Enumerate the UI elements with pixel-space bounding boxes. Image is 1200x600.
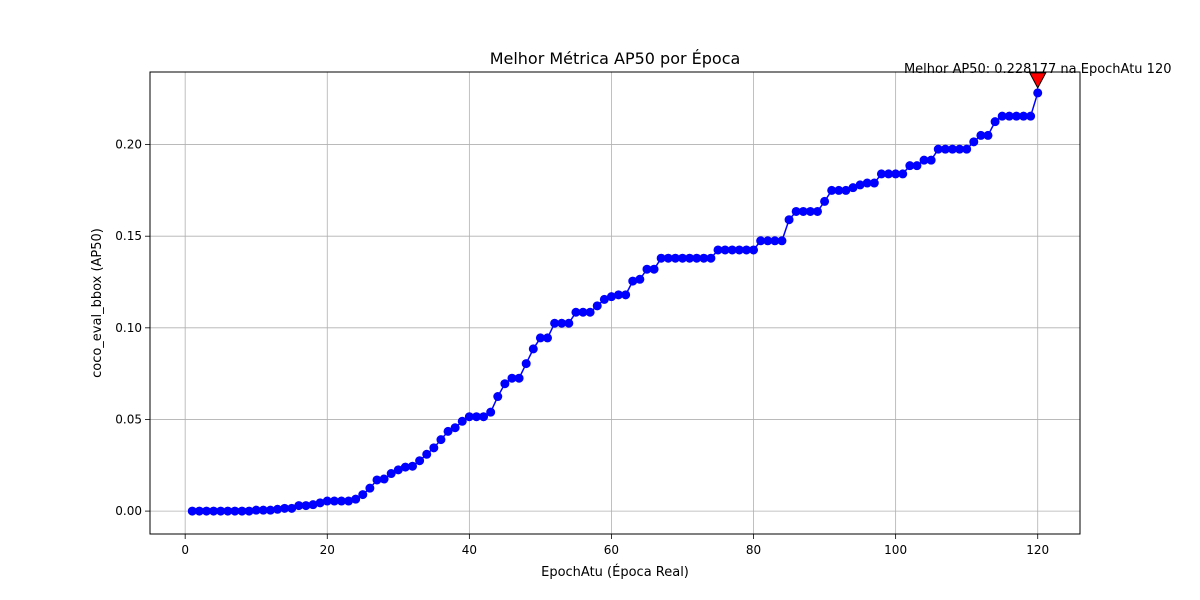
data-point — [450, 423, 460, 433]
grid — [150, 72, 1080, 534]
data-point — [820, 196, 830, 206]
best-value-marker — [1028, 72, 1047, 89]
data-point — [528, 344, 538, 354]
data-point — [706, 253, 716, 263]
data-point — [408, 461, 418, 471]
y-axis-label: coco_eval_bbox (AP50) — [90, 228, 105, 378]
data-point — [493, 392, 503, 402]
y-tick-label: 0.20 — [115, 138, 142, 152]
data-point — [415, 456, 425, 466]
chart-title: Melhor Métrica AP50 por Época — [490, 49, 741, 68]
data-point — [969, 137, 979, 147]
x-tick-label: 80 — [746, 543, 761, 557]
data-point — [358, 490, 368, 500]
data-point — [351, 494, 361, 504]
data-point — [500, 379, 510, 389]
data-point — [436, 435, 446, 445]
data-point — [649, 264, 659, 274]
data-point — [777, 236, 787, 246]
y-tick-label: 0.15 — [115, 229, 142, 243]
x-tick-label: 20 — [320, 543, 335, 557]
x-tick-label: 100 — [884, 543, 907, 557]
x-tick-label: 0 — [181, 543, 189, 557]
data-point — [898, 169, 908, 179]
y-tick-label: 0.05 — [115, 412, 142, 426]
data-point — [585, 307, 595, 317]
data-point — [869, 178, 879, 188]
data-point — [749, 245, 759, 255]
data-point — [486, 407, 496, 417]
data-point — [543, 333, 553, 343]
data-point — [926, 155, 936, 165]
y-tick-label: 0.00 — [115, 504, 142, 518]
data-point — [521, 359, 531, 369]
data-point — [621, 290, 631, 300]
best-value-annotation: Melhor AP50: 0.228177 na EpochAtu 120 — [904, 62, 1172, 77]
data-point — [564, 318, 574, 328]
data-point — [812, 206, 822, 216]
data-point — [1033, 88, 1043, 98]
data-point — [592, 301, 602, 311]
data-point — [386, 469, 396, 479]
x-axis-label: EpochAtu (Época Real) — [541, 564, 689, 580]
plot-frame — [149, 71, 1081, 535]
data-point — [457, 416, 467, 426]
y-tick-label: 0.10 — [115, 321, 142, 335]
data-point — [514, 373, 524, 383]
x-tick-label: 60 — [604, 543, 619, 557]
data-point — [912, 161, 922, 171]
series-line — [192, 92, 1039, 512]
x-tick-label: 120 — [1026, 543, 1049, 557]
data-point — [379, 474, 389, 484]
data-point — [422, 449, 432, 459]
annotation: Melhor AP50: 0.228177 na EpochAtu 120 — [904, 62, 1172, 89]
data-point — [479, 412, 489, 422]
data-point — [635, 274, 645, 284]
x-tick-label: 40 — [462, 543, 477, 557]
series-layer — [187, 88, 1043, 516]
axes: 0 20 40 60 80 100 120 0.00 0.05 0.10 0.15 0.20 — [115, 138, 1049, 557]
data-point — [983, 130, 993, 140]
data-point — [990, 117, 1000, 127]
data-point — [962, 144, 972, 154]
data-point — [1026, 111, 1036, 121]
data-point — [365, 483, 375, 493]
data-point — [784, 215, 794, 225]
data-point — [429, 443, 439, 453]
data-point — [443, 426, 453, 436]
